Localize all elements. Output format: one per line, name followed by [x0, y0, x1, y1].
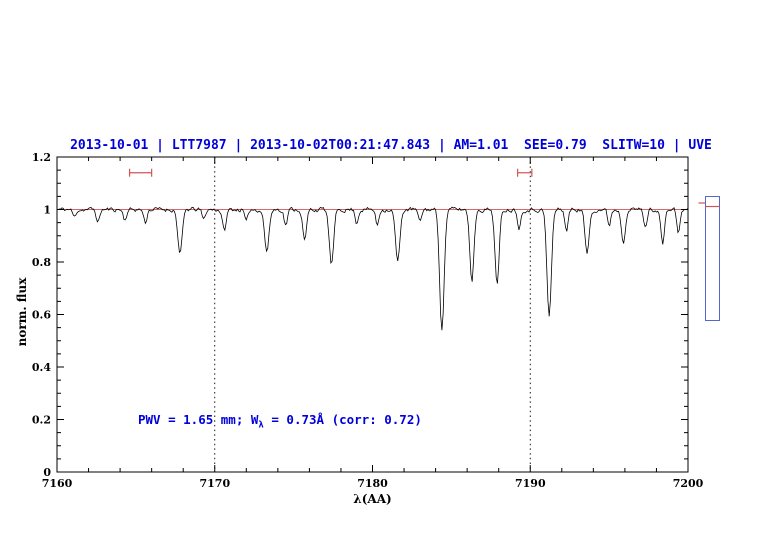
pwv-annotation: PWV = 1.65 mm; Wλ = 0.73Å (corr: 0.72) [138, 412, 422, 431]
svg-text:7190: 7190 [515, 477, 546, 490]
svg-text:1: 1 [43, 204, 51, 217]
y-tick-labels: 0 0.2 0.4 0.6 0.8 1 1.2 [32, 151, 51, 479]
telluric-range-marker [517, 168, 533, 177]
svg-text:0.2: 0.2 [32, 414, 51, 427]
axis-ticks [56, 156, 689, 473]
svg-text:0.8: 0.8 [32, 256, 51, 269]
pwv-annotation-text: PWV = 1.65 mm; W [138, 412, 259, 427]
plot-title: 2013-10-01 | LTT7987 | 2013-10-02T00:21:… [70, 138, 712, 153]
x-axis-label: λ(AA) [353, 492, 392, 506]
svg-text:7180: 7180 [357, 477, 388, 490]
pwv-annotation-lambda-subscript: λ [258, 420, 264, 431]
x-tick-labels: 7160 7170 7180 7190 7200 [42, 477, 704, 490]
slit-gauge-marker [698, 202, 720, 208]
svg-text:7160: 7160 [42, 477, 73, 490]
slit-gauge-box [705, 196, 720, 321]
telluric-range-marker [128, 168, 153, 177]
svg-text:0.4: 0.4 [32, 361, 51, 374]
svg-text:1.2: 1.2 [32, 151, 51, 164]
slit-gauge [698, 196, 720, 321]
spectrum-line [56, 206, 689, 331]
svg-text:0: 0 [43, 466, 51, 479]
svg-text:0.6: 0.6 [32, 309, 51, 322]
pwv-annotation-value: = 0.73Å (corr: 0.72) [263, 412, 422, 427]
svg-text:7200: 7200 [673, 477, 704, 490]
svg-text:7170: 7170 [199, 477, 230, 490]
